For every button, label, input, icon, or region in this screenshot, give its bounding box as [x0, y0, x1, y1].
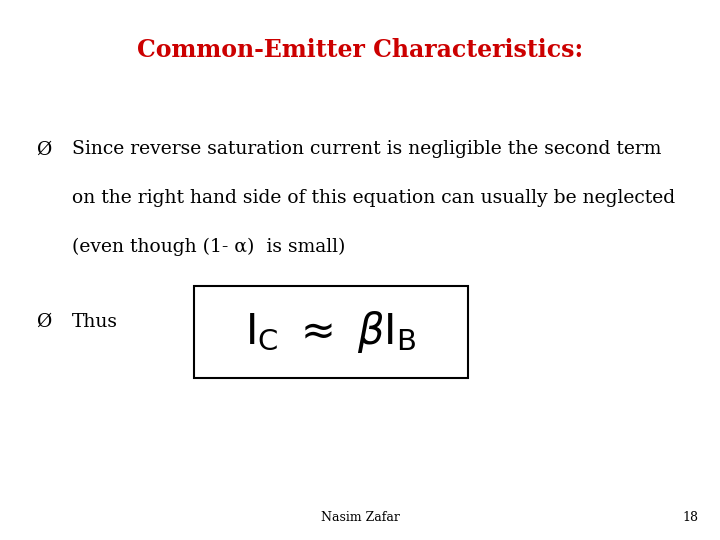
Text: Since reverse saturation current is negligible the second term: Since reverse saturation current is negl…: [72, 140, 662, 158]
Text: (even though (1- α)  is small): (even though (1- α) is small): [72, 238, 346, 256]
Text: on the right hand side of this equation can usually be neglected: on the right hand side of this equation …: [72, 189, 675, 207]
Text: $\mathrm{I}_\mathrm{C}\ \approx\ \beta\mathrm{I}_\mathrm{B}$: $\mathrm{I}_\mathrm{C}\ \approx\ \beta\m…: [246, 309, 417, 355]
Bar: [194, 286, 468, 378]
Text: Nasim Zafar: Nasim Zafar: [320, 511, 400, 524]
Text: Ø: Ø: [36, 313, 51, 331]
Text: Thus: Thus: [72, 313, 118, 331]
Text: Ø: Ø: [36, 140, 51, 158]
Text: 18: 18: [683, 511, 698, 524]
Text: Common-Emitter Characteristics:: Common-Emitter Characteristics:: [137, 38, 583, 62]
